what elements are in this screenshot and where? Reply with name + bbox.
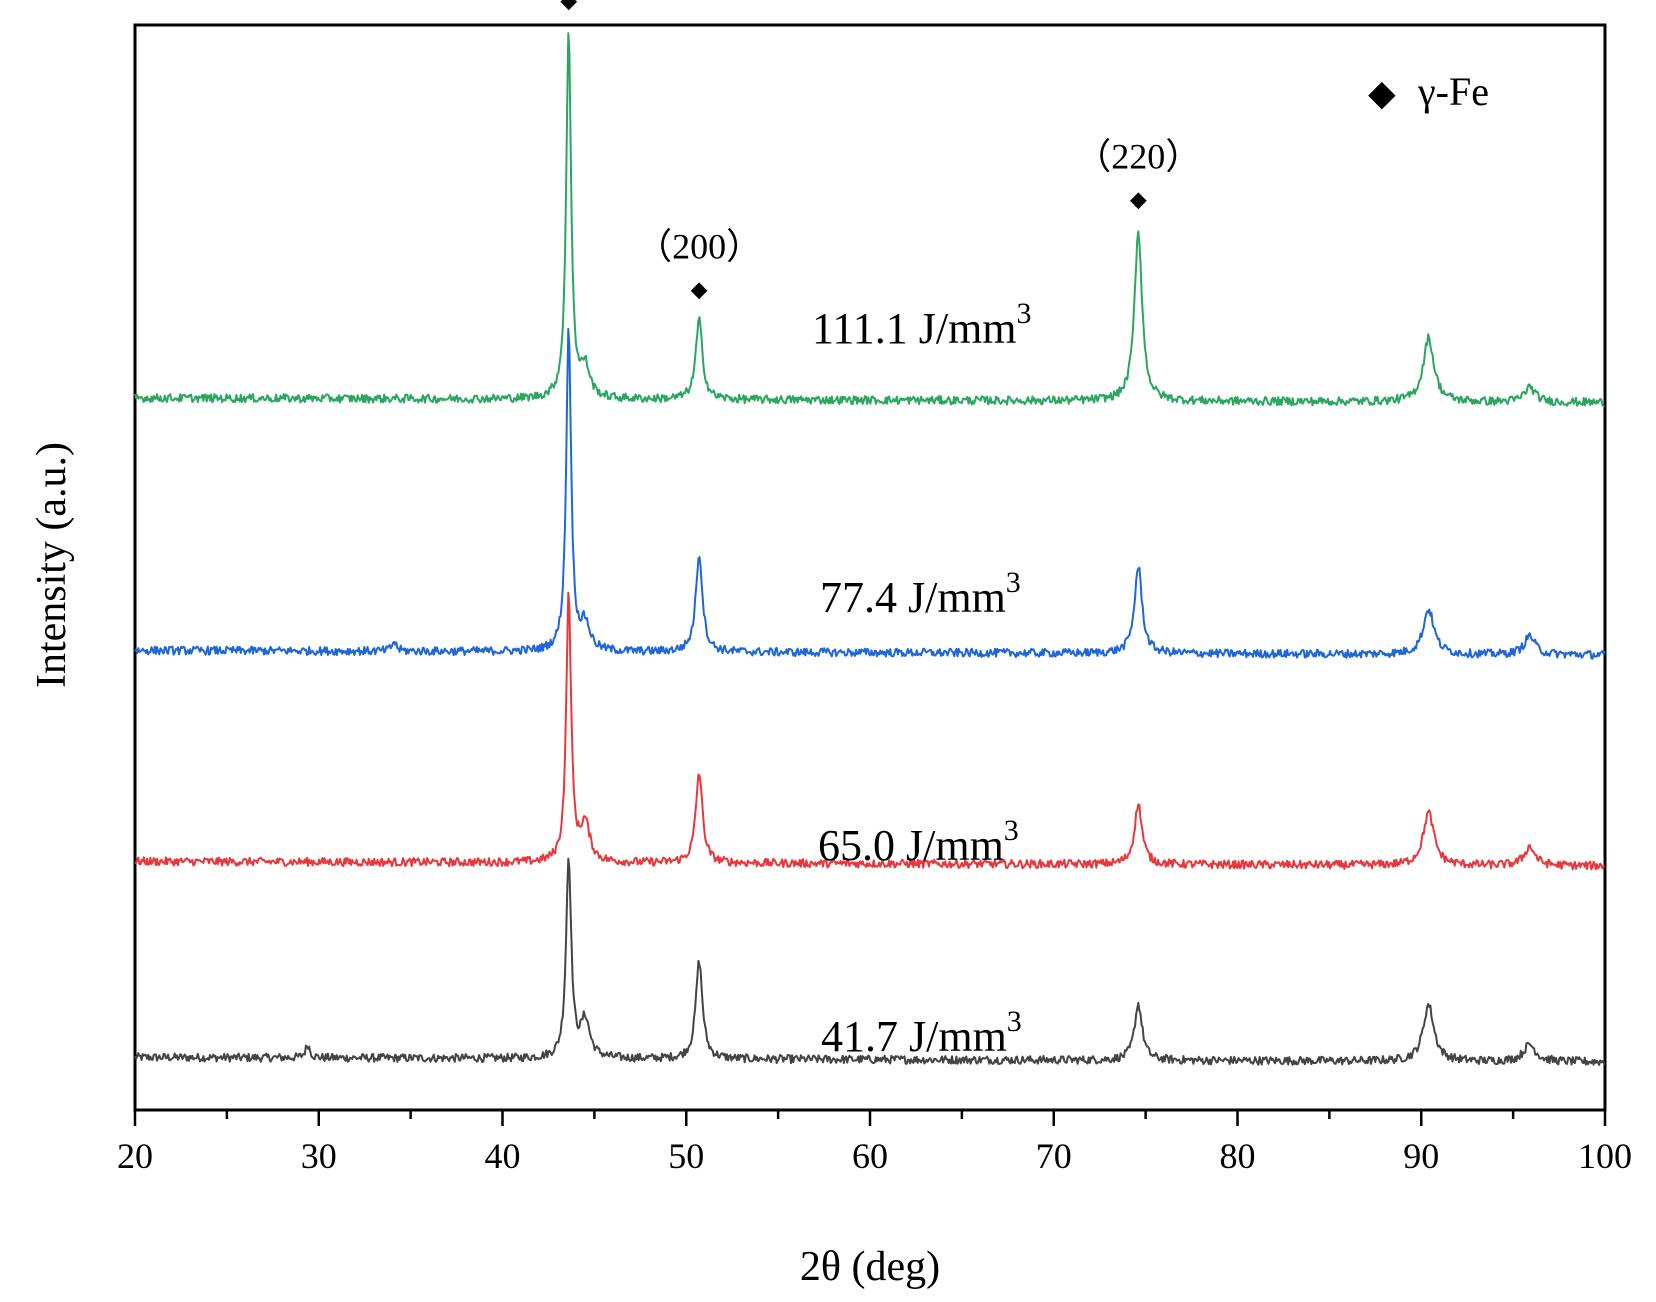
legend-marker-icon: ◆: [1368, 73, 1396, 113]
x-axis-ticks: 20 30 40 50 60 70 80 90 100: [117, 1110, 1632, 1176]
peak-label: （200）: [636, 227, 762, 267]
x-tick-label: 80: [1220, 1136, 1256, 1176]
series-label-111: 111.1 J/mm3: [812, 297, 1032, 353]
series-label-77: 77.4 J/mm3: [820, 566, 1021, 622]
series-label-41: 41.7 J/mm3: [821, 1005, 1022, 1061]
peak-marker-icon: ◆: [560, 0, 577, 12]
peak-marker-icon: ◆: [1130, 186, 1147, 211]
x-tick-label: 100: [1578, 1136, 1632, 1176]
series-line: [134, 591, 1605, 871]
x-tick-label: 40: [485, 1136, 521, 1176]
peak-annotations: ◆（111）◆（200）◆（220）: [560, 0, 1201, 302]
x-tick-label: 50: [668, 1136, 704, 1176]
x-tick-label: 90: [1403, 1136, 1439, 1176]
series-label-65: 65.0 J/mm3: [818, 814, 1019, 870]
legend-label: γ-Fe: [1417, 69, 1489, 114]
series-traces: [134, 32, 1606, 1066]
x-tick-label: 70: [1036, 1136, 1072, 1176]
x-tick-label: 30: [301, 1136, 337, 1176]
peak-label: （220）: [1075, 136, 1201, 176]
x-tick-label: 60: [852, 1136, 888, 1176]
peak-marker-icon: ◆: [691, 277, 708, 302]
series-line: [134, 857, 1606, 1066]
series-line: [134, 327, 1606, 660]
plot-frame: [133, 23, 1607, 1112]
series-line: [134, 32, 1605, 408]
x-axis-title: 2θ (deg): [800, 1244, 940, 1290]
y-axis-title: Intensity (a.u.): [29, 442, 75, 688]
x-tick-label: 20: [117, 1136, 153, 1176]
